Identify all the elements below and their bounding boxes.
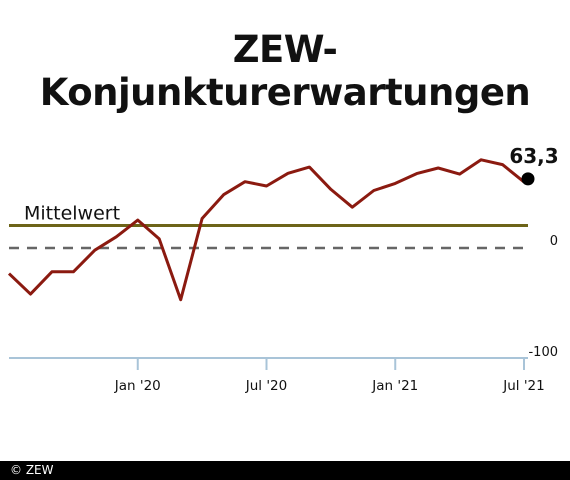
footer-bar: © ZEW — [0, 461, 570, 480]
x-tick-label: Jul '20 — [245, 378, 287, 394]
y-tick-label: -100 — [528, 345, 558, 360]
x-ticks: Jan '20 Jul '20 Jan '21 Jul '21 — [114, 358, 545, 394]
mean-label: Mittelwert — [24, 203, 120, 225]
x-tick-label: Jul '21 — [502, 378, 544, 394]
x-tick-label: Jan '20 — [114, 378, 161, 394]
chart-title: ZEW-Konjunkturerwartungen — [39, 28, 531, 114]
y-tick-label: 0 — [550, 234, 558, 249]
series-line — [7, 158, 525, 302]
end-value-label: 63,3 — [509, 144, 558, 168]
line-chart: Mittelwert Jan '20 Jul '20 Jan '21 Jul '21 … — [7, 144, 559, 394]
copyright-text: © ZEW — [10, 463, 54, 477]
y-ticks: 0 -100 — [528, 234, 558, 360]
end-point-marker — [521, 172, 535, 186]
x-tick-label: Jan '21 — [371, 378, 418, 394]
